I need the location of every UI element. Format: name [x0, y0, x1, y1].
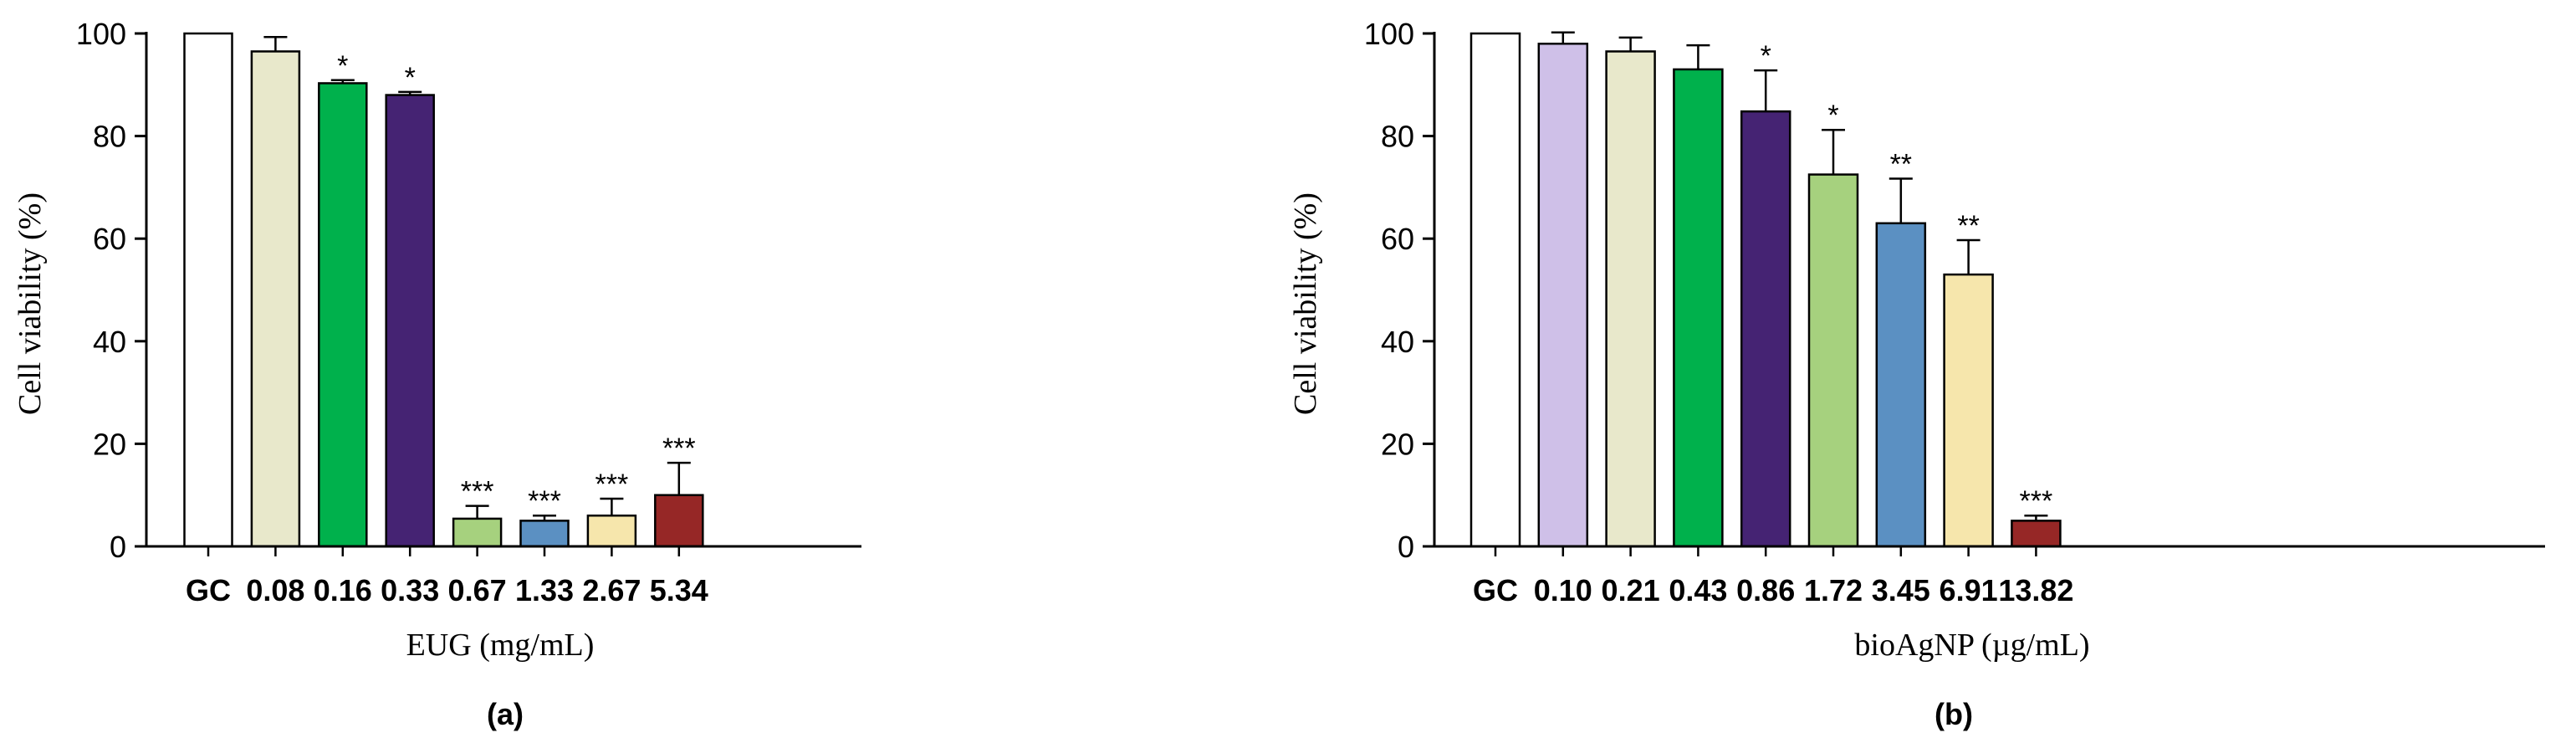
panel-b-significance-8: ***: [2020, 485, 2053, 517]
panel-b-xlabel: bioAgNP (µg/mL): [1854, 628, 2089, 663]
panel-b-label: (b): [1935, 697, 1973, 731]
panel-a-x-tick-label: GC: [186, 573, 231, 607]
panel-a-y-tick-label: 100: [76, 17, 126, 51]
panel-a-bar-4: [452, 517, 503, 548]
panel-b-x-tick-label: 6.91: [1940, 573, 1998, 607]
panel-a-label: (a): [487, 697, 524, 731]
panel-a-bar-5: [519, 520, 570, 548]
panel-b-x-tick-label: GC: [1473, 573, 1518, 607]
panel-b-bar-8: [2011, 520, 2062, 548]
panel-a-y-tick-label: 40: [93, 325, 126, 359]
panel-a-x-tick-label: 0.16: [314, 573, 372, 607]
panel-b-bar-2: [1605, 50, 1656, 548]
panel-b-bar-0: [1469, 32, 1521, 548]
panel-b-y-tick-label: 80: [1381, 120, 1414, 154]
panel-a-bar-3: [385, 94, 435, 548]
panel-b-x-tick-label: 0.86: [1736, 573, 1795, 607]
panel-a-y-tick-label: 80: [93, 120, 126, 154]
panel-b-x-tick-label: 13.82: [1998, 573, 2073, 607]
panel-b-x-tick-label: 3.45: [1872, 573, 1930, 607]
panel-b-bar-5: [1807, 173, 1859, 548]
panel-b-significance-7: **: [1957, 210, 1979, 242]
panel-b-bars: *********: [1469, 31, 2062, 548]
panel-b-x-tick-label: 0.43: [1669, 573, 1727, 607]
panel-b-bar-6: [1875, 222, 1927, 548]
panel-a-bars: * **** *********: [183, 32, 704, 548]
panel-a-y-ticks: 0 20 40 60 80 100: [76, 17, 146, 564]
panel-b-significance-4: *: [1761, 40, 1771, 72]
panel-a-x-tick-label: 0.33: [381, 573, 439, 607]
panel-a-y-tick-label: 60: [93, 222, 126, 256]
panel-a-x-tick-label: 0.08: [246, 573, 304, 607]
panel-a-bar-2: [318, 82, 368, 548]
panel-b-y-tick-label: 100: [1364, 17, 1414, 51]
panel-a-significance-5: ***: [528, 485, 561, 517]
panel-a-significance-7: ***: [662, 433, 696, 464]
panel-b-significance-5: *: [1827, 100, 1838, 131]
panel-a-bar-7: [654, 494, 704, 548]
panel-a-bar-6: [586, 514, 637, 548]
panel-a-significance-6: ***: [595, 469, 629, 500]
panel-b-y-tick-label: 0: [1398, 530, 1414, 564]
panel-a-significance-4: ***: [461, 476, 494, 508]
panel-a-xlabel: EUG (mg/mL): [406, 628, 595, 663]
panel-b-significance-6: **: [1890, 148, 1912, 180]
panel-a-x-tick-label: 2.67: [582, 573, 641, 607]
panel-b-y-ticks: 0 20 40 60 80 100: [1364, 17, 1434, 564]
panel-b-y-tick-label: 20: [1381, 427, 1414, 461]
panel-a-x-tick-label: 5.34: [650, 573, 708, 607]
panel-a-y-tick-label: 20: [93, 427, 126, 461]
panel-b-bar-3: [1673, 68, 1724, 548]
panel-b-x-ticks: GC 0.10 0.21 0.43 0.86 1.72 3.45 6.91 13.82: [1473, 546, 2073, 607]
panel-b-x-tick-label: 1.72: [1804, 573, 1863, 607]
panel-a-bar-0: [183, 32, 233, 548]
panel-b-x-tick-label: 0.21: [1602, 573, 1660, 607]
panel-b-y-tick-label: 60: [1381, 222, 1414, 256]
panel-a-x-ticks: GC 0.08 0.16 0.33 0.67 1.33 2.67 5.34: [186, 546, 708, 607]
panel-a-significance-3: *: [405, 62, 416, 94]
panel-a-x-tick-label: 0.67: [448, 573, 507, 607]
panel-b-x-tick-label: 0.10: [1534, 573, 1592, 607]
panel-b-ylabel: Cell viability (%): [1288, 192, 1323, 415]
panel-a-ylabel: Cell viability (%): [13, 192, 48, 415]
panel-b-y-tick-label: 40: [1381, 325, 1414, 359]
panel-a-y-tick-label: 0: [110, 530, 126, 564]
panel-a-x-tick-label: 1.33: [515, 573, 574, 607]
panel-b-bar-7: [1943, 273, 1994, 548]
panel-a-significance-2: *: [337, 50, 348, 82]
panel-b-bar-4: [1740, 110, 1791, 548]
panel-b-bar-1: [1537, 43, 1589, 548]
panel-a-bar-1: [250, 50, 301, 548]
